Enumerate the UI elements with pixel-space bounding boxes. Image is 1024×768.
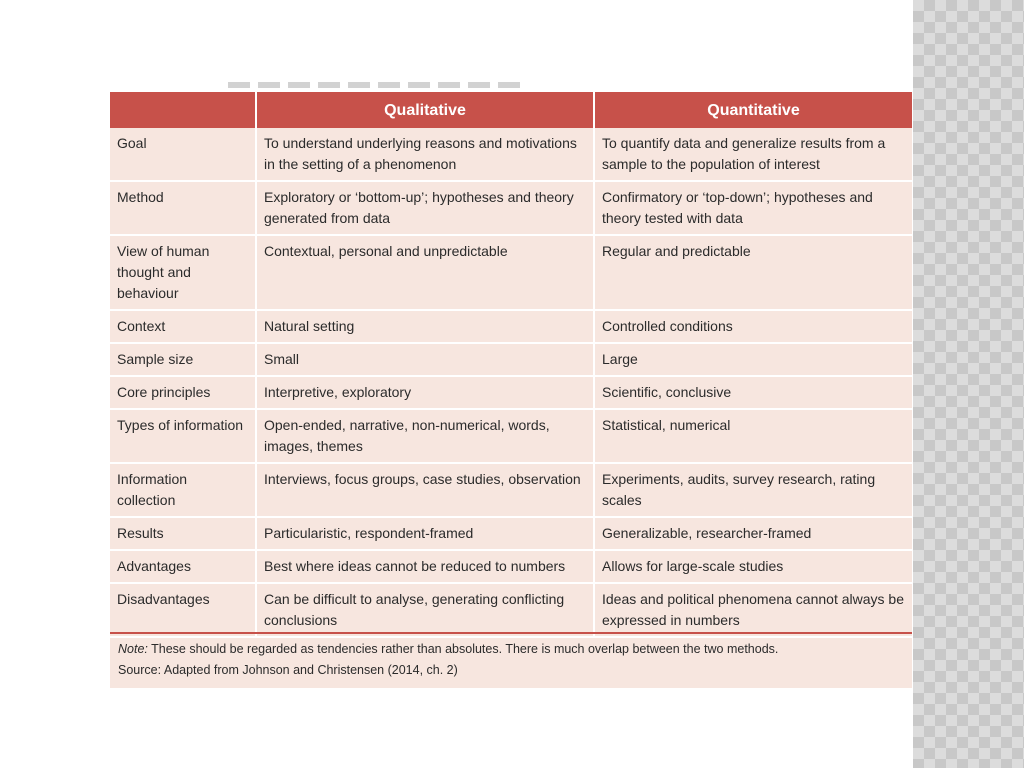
quantitative-cell: To quantify data and generalize results …: [594, 128, 912, 182]
row-label: Context: [110, 310, 257, 344]
table-row: Disadvantages Can be difficult to analyse…: [110, 583, 912, 638]
comparison-table: Qualitative Quantitative Goal To understa…: [110, 92, 912, 638]
quantitative-cell: Experiments, audits, survey research, ra…: [594, 463, 912, 518]
row-label: Method: [110, 181, 257, 236]
row-label: Advantages: [110, 550, 257, 584]
note-text: Note: These should be regarded as tenden…: [110, 639, 912, 660]
table-row: Goal To understand underlying reasons and…: [110, 128, 912, 182]
table-row: Advantages Best where ideas cannot be red…: [110, 550, 912, 584]
header-quantitative: Quantitative: [594, 92, 912, 128]
comparison-table-image: Qualitative Quantitative Goal To understa…: [110, 92, 912, 688]
table-header-row: Qualitative Quantitative: [110, 92, 912, 128]
source-text: Source: Adapted from Johnson and Christe…: [118, 663, 458, 677]
table-row: Sample size Small Large: [110, 343, 912, 377]
row-label: Core principles: [110, 376, 257, 410]
qualitative-cell: To understand underlying reasons and mot…: [256, 128, 595, 182]
quantitative-cell: Confirmatory or ‘top-down’; hypotheses a…: [594, 181, 912, 236]
header-blank: [110, 92, 257, 128]
row-label: Goal: [110, 128, 257, 182]
table-row: Results Particularistic, respondent-frame…: [110, 517, 912, 551]
quantitative-cell: Scientific, conclusive: [594, 376, 912, 410]
quantitative-cell: Regular and predictable: [594, 235, 912, 311]
row-label: Results: [110, 517, 257, 551]
qualitative-cell: Particularistic, respondent-framed: [256, 517, 595, 551]
quantitative-cell: Statistical, numerical: [594, 409, 912, 464]
cropped-text-line: [228, 82, 528, 88]
table-row: Context Natural setting Controlled conditi…: [110, 310, 912, 344]
row-label: View of human thought and behaviour: [110, 235, 257, 311]
table-row: Information collection Interviews, focus …: [110, 463, 912, 518]
qualitative-cell: Best where ideas cannot be reduced to nu…: [256, 550, 595, 584]
qualitative-cell: Interpretive, exploratory: [256, 376, 595, 410]
qualitative-cell: Exploratory or ‘bottom-up’; hypotheses a…: [256, 181, 595, 236]
row-label: Information collection: [110, 463, 257, 518]
row-label: Sample size: [110, 343, 257, 377]
qualitative-cell: Contextual, personal and unpredictable: [256, 235, 595, 311]
quantitative-cell: Ideas and political phenomena cannot alw…: [594, 583, 912, 638]
qualitative-cell: Open-ended, narrative, non-numerical, wo…: [256, 409, 595, 464]
quantitative-cell: Large: [594, 343, 912, 377]
row-label: Types of information: [110, 409, 257, 464]
table-notes: Note: These should be regarded as tenden…: [110, 632, 912, 690]
quantitative-cell: Controlled conditions: [594, 310, 912, 344]
quantitative-cell: Generalizable, researcher-framed: [594, 517, 912, 551]
qualitative-cell: Interviews, focus groups, case studies, …: [256, 463, 595, 518]
table-row: View of human thought and behaviour Conte…: [110, 235, 912, 311]
header-qualitative: Qualitative: [256, 92, 595, 128]
qualitative-cell: Natural setting: [256, 310, 595, 344]
table-row: Core principles Interpretive, exploratory…: [110, 376, 912, 410]
qualitative-cell: Can be difficult to analyse, generating …: [256, 583, 595, 638]
note-body: These should be regarded as tendencies r…: [147, 642, 779, 656]
quantitative-cell: Allows for large-scale studies: [594, 550, 912, 584]
side-pattern-decoration: [913, 0, 1024, 768]
qualitative-cell: Small: [256, 343, 595, 377]
note-label: Note:: [118, 642, 148, 656]
row-label: Disadvantages: [110, 583, 257, 638]
table-row: Types of information Open-ended, narrativ…: [110, 409, 912, 464]
table-row: Method Exploratory or ‘bottom-up’; hypoth…: [110, 181, 912, 236]
